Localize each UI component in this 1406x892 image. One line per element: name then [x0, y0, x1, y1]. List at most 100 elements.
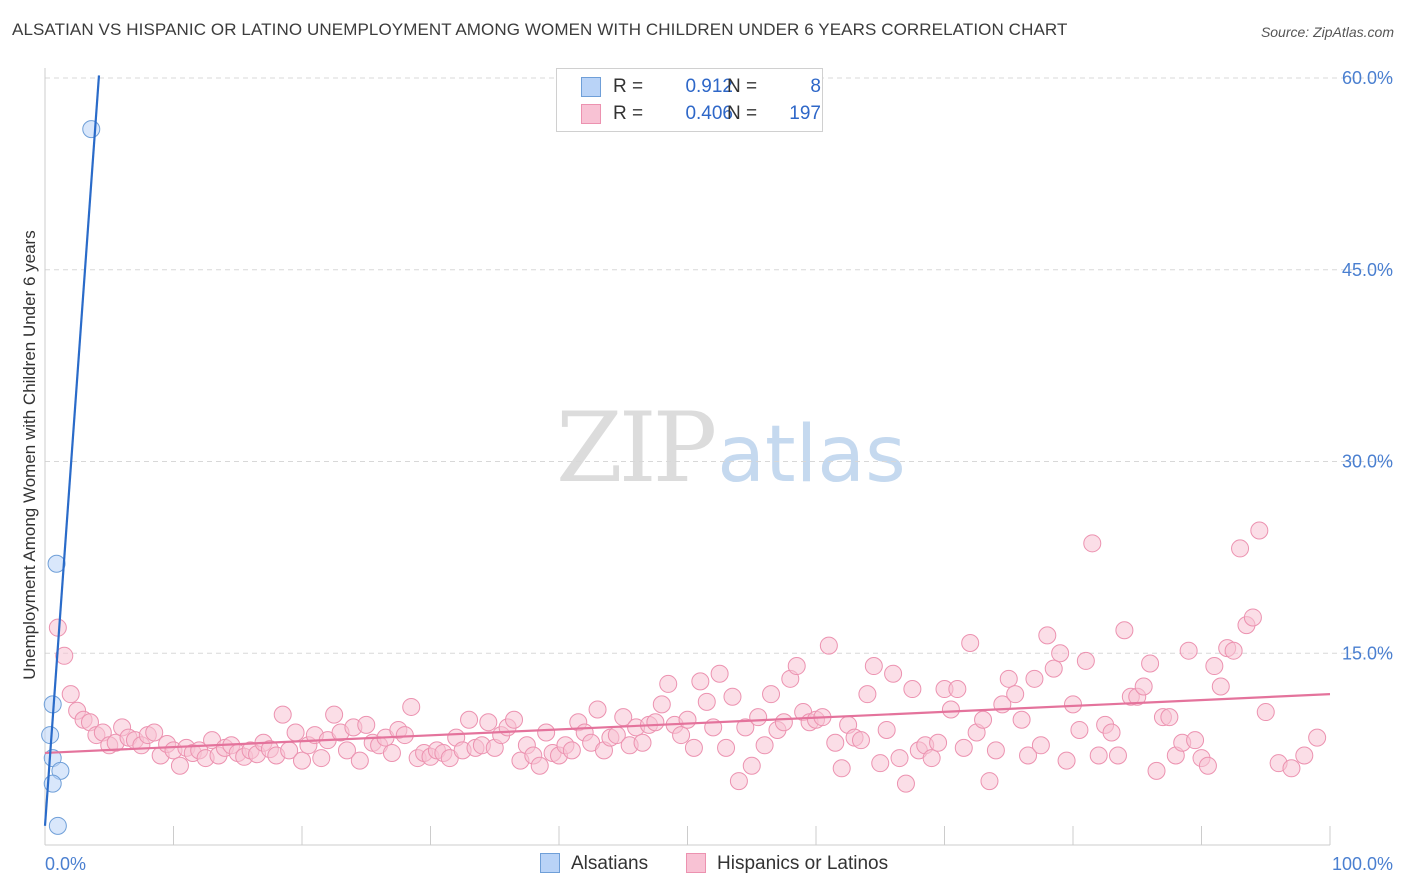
hispanic-point [1282, 759, 1301, 778]
hispanic-point [325, 705, 344, 724]
r-value: 0.406 [685, 103, 733, 124]
hispanic-point [1134, 677, 1153, 696]
r-label: R = [613, 103, 644, 124]
hispanic-point [890, 749, 909, 768]
hispanic-point [986, 741, 1005, 760]
hispanic-point [1025, 669, 1044, 688]
hispanic-point [273, 705, 292, 724]
hispanic-point [941, 700, 960, 719]
hispanic-point [646, 713, 665, 732]
hispanic-point [999, 669, 1018, 688]
hispanic-point [729, 772, 748, 791]
n-value: 8 [810, 76, 821, 97]
hispanic-point [1038, 626, 1057, 645]
hispanic-trend-line [44, 693, 1331, 755]
alsatian-point [82, 120, 101, 139]
hispanic-point [659, 674, 678, 693]
y-axis-label: Unemployment Among Women with Children U… [20, 230, 39, 680]
hispanic-point [749, 708, 768, 727]
hispanic-point [1295, 746, 1314, 765]
hispanic-point [1044, 659, 1063, 678]
hispanic-point [1108, 746, 1127, 765]
hispanic-point [1115, 621, 1134, 640]
alsatians-swatch [581, 77, 601, 97]
hispanic-point [312, 749, 331, 768]
source-label: Source: ZipAtlas.com [1260, 24, 1394, 40]
watermark-atlas: atlas [717, 410, 906, 500]
hispanic-point [145, 723, 164, 742]
hispanic-point [697, 692, 716, 711]
hispanic-point [1057, 751, 1076, 770]
hispanic-point [1231, 539, 1250, 558]
hispanic-point [460, 710, 479, 729]
y-tick-label: 30.0% [1342, 452, 1393, 472]
hispanic-point [350, 751, 369, 770]
alsatian-point [48, 816, 67, 835]
hispanic-point [1308, 728, 1327, 747]
hispanic-point [1064, 695, 1082, 714]
alsatian-point [47, 554, 66, 573]
hispanic-point [755, 736, 774, 755]
hispanic-point [1186, 731, 1205, 750]
n-label: N = [727, 103, 758, 124]
hispanic-point [1250, 521, 1269, 540]
hispanic-point [954, 738, 973, 757]
hispanic-point [723, 687, 742, 706]
hispanic-point [1076, 651, 1095, 670]
hispanic-point [1141, 654, 1160, 673]
hispanic-point [652, 695, 671, 714]
hispanics-swatch [581, 104, 601, 124]
hispanic-point [286, 723, 305, 742]
hispanic-point [1070, 720, 1089, 739]
hispanic-point [1089, 746, 1108, 765]
hispanic-point [1160, 708, 1179, 727]
hispanic-point [1205, 657, 1224, 676]
hispanic-point [871, 754, 890, 773]
hispanic-point [672, 726, 691, 745]
hispanic-point [980, 772, 999, 791]
x-tick-label: 0.0% [45, 854, 86, 874]
hispanic-point [1006, 685, 1025, 704]
hispanic-point [826, 733, 845, 752]
n-label: N = [727, 76, 758, 97]
hispanic-point [832, 759, 851, 778]
hispanic-point [1211, 677, 1230, 696]
hispanic-point [1051, 644, 1070, 663]
hispanic-point [1083, 534, 1102, 553]
hispanic-point [961, 634, 980, 653]
correlation-legend: R = 0.912 N = 8 R = 0.406 N = 197 [556, 68, 823, 132]
hispanic-point [61, 685, 80, 704]
hispanic-point [710, 664, 729, 683]
hispanic-point [787, 657, 806, 676]
hispanic-point [1179, 641, 1198, 660]
hispanic-point [537, 723, 556, 742]
hispanic-point [357, 715, 376, 734]
hispanic-point [762, 685, 781, 704]
hispanic-point [929, 733, 948, 752]
hispanic-point [1243, 608, 1262, 627]
hispanic-point [633, 733, 652, 752]
y-tick-label: 15.0% [1342, 643, 1393, 663]
hispanic-point [382, 743, 401, 762]
hispanic-point [293, 751, 311, 770]
x-tick-label: 100.0% [1332, 854, 1393, 874]
hispanic-point [55, 646, 74, 665]
y-tick-label: 45.0% [1342, 260, 1393, 280]
hispanic-point [774, 713, 793, 732]
hispanic-point [858, 685, 877, 704]
alsatian-trend-line [43, 75, 101, 826]
hispanic-point [1147, 761, 1166, 780]
hispanic-point [684, 738, 703, 757]
hispanic-point [530, 756, 549, 775]
hispanic-point [717, 738, 736, 757]
r-label: R = [613, 76, 644, 97]
watermark: ZIPatlas [556, 400, 906, 497]
hispanic-point [903, 680, 922, 699]
hispanic-point [736, 718, 755, 737]
hispanic-point [851, 731, 870, 750]
hispanic-point [864, 657, 883, 676]
hispanic-point [742, 756, 761, 775]
legend-label: Hispanics or Latinos [717, 853, 889, 874]
hispanic-point [402, 697, 421, 716]
y-tick-label: 60.0% [1342, 68, 1393, 88]
